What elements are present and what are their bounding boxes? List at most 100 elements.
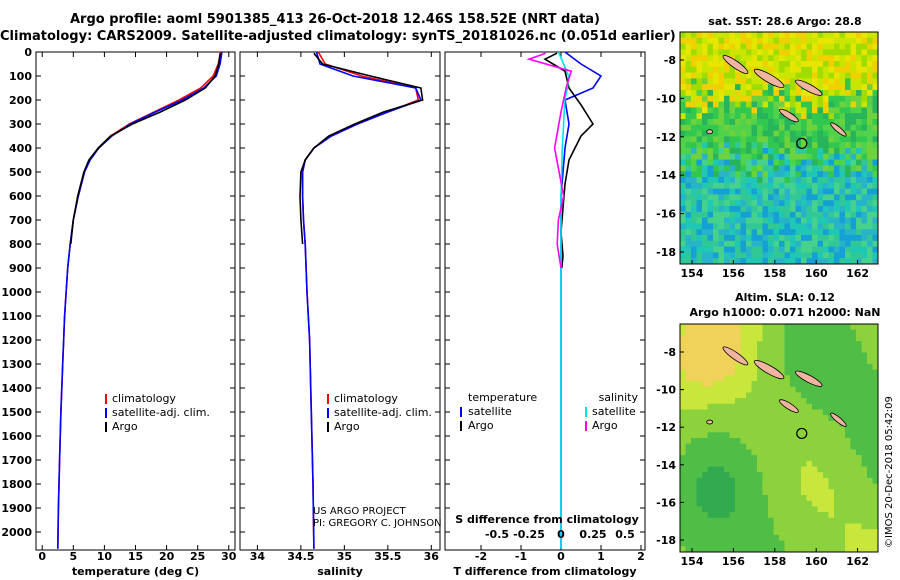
map-cell — [773, 546, 780, 553]
map-cell — [823, 455, 829, 462]
map-cell — [823, 90, 829, 97]
map-cell — [845, 37, 851, 44]
map-cell — [680, 420, 686, 427]
map-cell — [839, 409, 846, 416]
map-cell — [834, 130, 840, 137]
map-cell — [817, 489, 824, 496]
map-cell — [812, 420, 818, 427]
map-cell — [773, 386, 780, 393]
map-cell — [773, 240, 780, 247]
map-cell — [773, 466, 780, 473]
map-cell — [834, 55, 840, 62]
map-cell — [856, 159, 862, 166]
map-cell — [867, 229, 873, 236]
map-cell — [724, 483, 730, 490]
map-cell — [680, 460, 686, 467]
map-cell — [680, 432, 686, 439]
map-cell — [795, 381, 802, 388]
map-cell — [707, 358, 714, 365]
map-cell — [806, 37, 813, 44]
legend-label-differences: satellite — [468, 405, 512, 418]
map-cell — [707, 386, 714, 393]
map-cell — [707, 506, 714, 513]
map-cell — [872, 95, 879, 102]
map-cell — [845, 415, 851, 422]
map-cell — [724, 119, 730, 126]
map-cell — [795, 466, 802, 473]
map-cell — [861, 358, 868, 365]
map-cell — [702, 78, 708, 85]
map-cell — [696, 540, 703, 547]
map-cell — [751, 95, 758, 102]
map-cell — [680, 466, 686, 473]
map-cell — [812, 398, 818, 405]
map-cell — [751, 55, 758, 62]
map-cell — [702, 95, 708, 102]
map-cell — [680, 495, 686, 502]
map-cell — [845, 119, 851, 126]
map-cell — [839, 346, 846, 353]
map-cell — [812, 206, 818, 213]
map-cell — [779, 194, 785, 201]
map-cell — [867, 324, 873, 331]
map-cell — [872, 477, 879, 484]
map-cell — [691, 217, 697, 224]
map-cell — [696, 392, 703, 399]
map-cell — [696, 455, 703, 462]
map-cell — [691, 466, 697, 473]
map-cell — [845, 211, 851, 218]
map-cell — [806, 346, 813, 353]
map-cell — [713, 206, 719, 213]
map-cell — [823, 512, 829, 519]
map-cell — [735, 246, 741, 253]
x-tick-label: 0 — [38, 550, 46, 563]
map-cell — [801, 540, 807, 547]
map-cell — [729, 341, 736, 348]
map-cell — [806, 477, 813, 484]
map-cell — [746, 432, 752, 439]
map-cell — [735, 386, 741, 393]
map-cell — [779, 381, 785, 388]
map-cell — [872, 426, 879, 433]
map-cell — [795, 398, 802, 405]
map-cell — [768, 460, 774, 467]
map-cell — [790, 194, 796, 201]
map-cell — [762, 78, 769, 85]
map-cell — [834, 113, 840, 120]
map-cell — [779, 252, 785, 259]
map-cell — [707, 211, 714, 218]
map-cell — [718, 495, 725, 502]
map-cell — [839, 78, 846, 85]
map-cell — [839, 258, 846, 265]
map-cell — [773, 489, 780, 496]
map-cell — [718, 55, 725, 62]
map-cell — [762, 49, 769, 56]
map-cell — [867, 182, 873, 189]
map-cell — [696, 460, 703, 467]
map-cell — [691, 66, 697, 73]
map-cell — [817, 506, 824, 513]
map-cell — [751, 240, 758, 247]
map-cell — [850, 449, 857, 456]
map-cell — [839, 217, 846, 224]
map-cell — [867, 443, 873, 450]
map-cell — [812, 329, 818, 336]
map-cell — [724, 246, 730, 253]
map-cell — [790, 148, 796, 155]
map-cell — [850, 358, 857, 365]
map-cell — [713, 177, 719, 184]
map-cell — [856, 55, 862, 62]
map-cell — [784, 534, 791, 541]
map-cell — [735, 153, 741, 160]
map-cell — [779, 489, 785, 496]
map-cell — [861, 415, 868, 422]
map-cell — [784, 148, 791, 155]
map-cell — [856, 540, 862, 547]
map-cell — [872, 119, 879, 126]
map-cell — [784, 90, 791, 97]
map-cell — [801, 235, 807, 242]
map-cell — [867, 61, 873, 68]
map-cell — [806, 200, 813, 207]
map-cell — [685, 90, 692, 97]
